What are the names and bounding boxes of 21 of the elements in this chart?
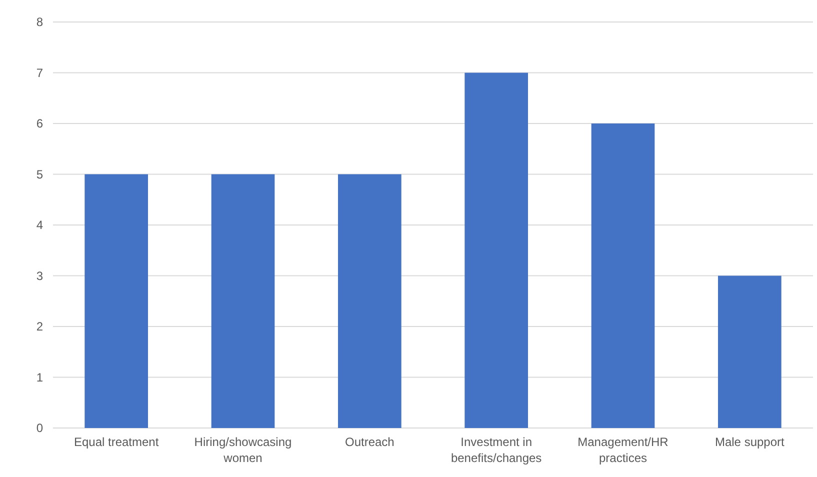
y-tick-label: 7 (36, 66, 44, 80)
y-tick-label: 5 (36, 167, 44, 182)
x-tick-label: Management/HR practices (578, 435, 669, 465)
y-tick-label: 1 (36, 370, 44, 384)
y-tick-label: 8 (36, 15, 44, 30)
y-tick-label: 6 (36, 116, 44, 131)
y-tick-label: 2 (36, 320, 44, 334)
y-tick-label: 0 (36, 421, 44, 436)
bar (464, 72, 528, 428)
y-tick-label: 4 (36, 218, 44, 232)
bar (211, 174, 275, 428)
y-tick-label: 3 (36, 268, 44, 283)
x-tick-label: Investment in benefits/changes (450, 435, 542, 465)
x-tick-label: Male support (714, 435, 786, 449)
bar (591, 124, 655, 428)
bar (338, 174, 402, 428)
x-tick-label: Outreach (344, 435, 394, 449)
bar (718, 276, 782, 428)
x-tick-label: Equal treatment (74, 435, 160, 449)
x-tick-label: Hiring/showcasing women (194, 435, 292, 465)
bar (84, 174, 148, 428)
